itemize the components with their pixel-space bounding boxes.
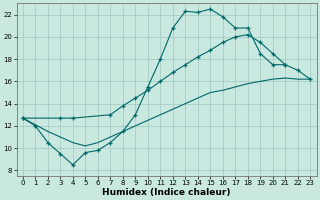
X-axis label: Humidex (Indice chaleur): Humidex (Indice chaleur) <box>102 188 231 197</box>
